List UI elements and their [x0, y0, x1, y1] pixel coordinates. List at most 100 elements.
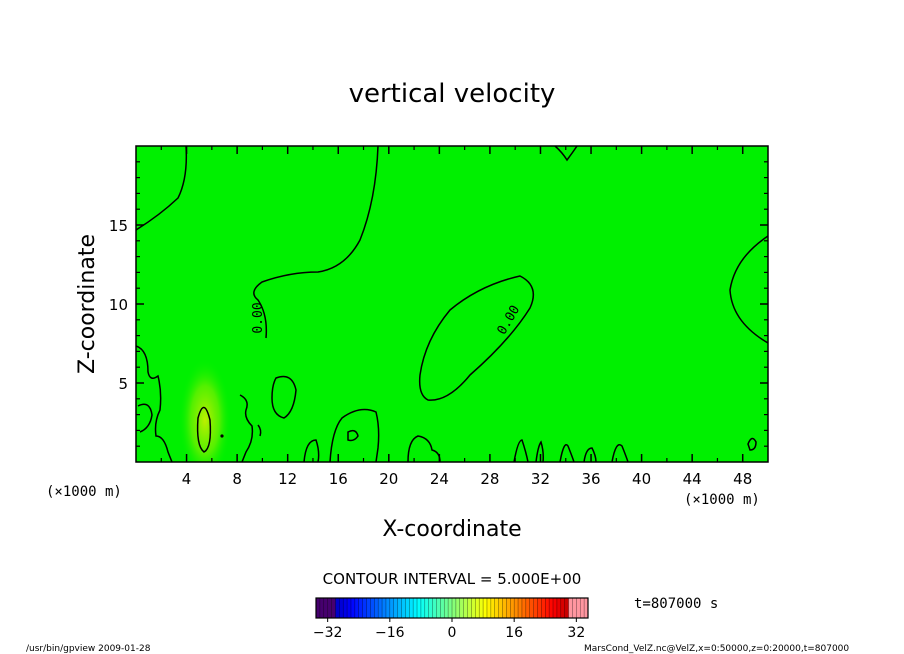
colorbar-cell — [448, 598, 453, 618]
x-tick-label: 24 — [430, 470, 449, 488]
y-axis-title: Z-coordinate — [75, 234, 100, 374]
colorbar-cell — [354, 598, 360, 618]
field-background — [136, 146, 768, 462]
footer-right: MarsCond_VelZ.nc@VelZ,x=0:50000,z=0:2000… — [584, 644, 849, 654]
colorbar-cell — [319, 598, 325, 618]
contour-line — [253, 146, 379, 339]
contour-line — [257, 424, 262, 437]
x-axis-title: X-coordinate — [382, 517, 521, 542]
colorbar-cell — [490, 598, 496, 618]
colorbar-cell — [432, 598, 437, 618]
colorbar-cell — [370, 598, 375, 618]
colorbar-cell — [545, 598, 550, 618]
colorbar-cell — [529, 598, 534, 618]
colorbar-cell — [475, 598, 480, 618]
contour-line — [418, 275, 535, 401]
contour-line — [136, 345, 173, 462]
colorbar-cell — [382, 598, 387, 618]
colorbar-cell — [339, 598, 344, 618]
contour-line — [239, 394, 254, 462]
contour-line — [196, 406, 212, 453]
x-tick-label: 4 — [182, 470, 192, 488]
colorbar-cell — [436, 598, 441, 618]
contour-line — [407, 435, 441, 462]
contour-line — [535, 440, 544, 462]
colorbar-cell — [564, 598, 569, 618]
colorbar-cell — [471, 598, 476, 618]
y-tick-label: 5 — [118, 375, 128, 393]
colorbar: −32 −16 0 16 32 — [313, 597, 589, 641]
y-axis: 5 10 15 — [109, 161, 768, 447]
colorbar-tick-label: 0 — [448, 625, 457, 641]
colorbar-cell — [428, 598, 433, 618]
colorbar-cell — [366, 598, 371, 618]
colorbar-cell — [533, 598, 538, 618]
time-label: t=807000 s — [634, 596, 718, 612]
colorbar-cell — [506, 598, 511, 618]
x-tick-label: 20 — [379, 470, 398, 488]
colorbar-cell — [584, 598, 589, 618]
colorbar-cell — [389, 598, 395, 618]
colorbar-cell — [553, 598, 558, 618]
contour-dot — [220, 434, 224, 438]
footer-left: /usr/bin/gpview 2009-01-28 — [26, 644, 151, 654]
colorbar-cell — [572, 598, 577, 618]
contour-line — [136, 146, 188, 231]
colorbar-cell — [537, 598, 542, 618]
x-axis: 4 8 12 16 20 24 28 32 36 40 44 48 — [160, 146, 752, 488]
colorbar-cell — [560, 598, 565, 618]
x-tick-label: 32 — [531, 470, 550, 488]
contour-line — [271, 375, 297, 419]
colorbar-cell — [420, 598, 426, 618]
colorbar-cell — [393, 598, 398, 618]
x-tick-label: 28 — [480, 470, 499, 488]
x-tick-label: 8 — [232, 470, 242, 488]
colorbar-tick-label: 32 — [567, 625, 585, 641]
contour-lines — [136, 146, 768, 462]
colorbar-cell — [401, 598, 406, 618]
contour-interval-text: CONTOUR INTERVAL = 5.000E+00 — [323, 570, 582, 588]
colorbar-cell — [568, 598, 573, 618]
colorbar-cell — [350, 598, 356, 618]
colorbar-tick-label: −32 — [313, 625, 343, 641]
colorbar-cell — [541, 598, 546, 618]
colorbar-cell — [362, 598, 367, 618]
chart-title: vertical velocity — [349, 79, 556, 109]
contour-line — [611, 444, 629, 462]
contour-line — [513, 439, 529, 462]
x-unit-label-right: (×1000 m) — [684, 492, 760, 508]
colorbar-cell — [463, 598, 468, 618]
contour-label: 0.00 — [251, 302, 266, 333]
colorbar-cell — [417, 598, 422, 618]
contour-line — [329, 408, 380, 462]
contour-line — [303, 439, 320, 462]
colorbar-cell — [397, 598, 402, 618]
x-unit-label-left: (×1000 m) — [46, 484, 122, 500]
colorbar-cell — [335, 598, 340, 618]
colorbar-cell — [347, 598, 352, 618]
colorbar-cell — [556, 598, 562, 618]
x-tick-label: 36 — [581, 470, 600, 488]
colorbar-cell — [576, 598, 581, 618]
colorbar-tick-label: 16 — [505, 625, 523, 641]
contour-line — [559, 444, 575, 462]
contour-line — [137, 403, 153, 433]
colorbar-cell — [518, 598, 523, 618]
contour-line — [347, 429, 359, 442]
colorbar-cell — [385, 598, 391, 618]
colorbar-cell — [459, 598, 464, 618]
contour-line — [729, 235, 768, 344]
colorbar-cell — [549, 598, 554, 618]
colorbar-cell — [440, 598, 445, 618]
x-tick-label: 48 — [733, 470, 752, 488]
y-tick-label: 10 — [109, 296, 128, 314]
colorbar-cell — [483, 598, 488, 618]
colorbar-cell — [323, 598, 328, 618]
contour-line — [554, 146, 578, 162]
colorbar-cell — [413, 598, 418, 618]
contour-line — [583, 447, 597, 462]
colorbar-cell — [424, 598, 429, 618]
contour-line — [747, 437, 757, 451]
plot-area: 0.00 0.00 — [135, 145, 769, 463]
